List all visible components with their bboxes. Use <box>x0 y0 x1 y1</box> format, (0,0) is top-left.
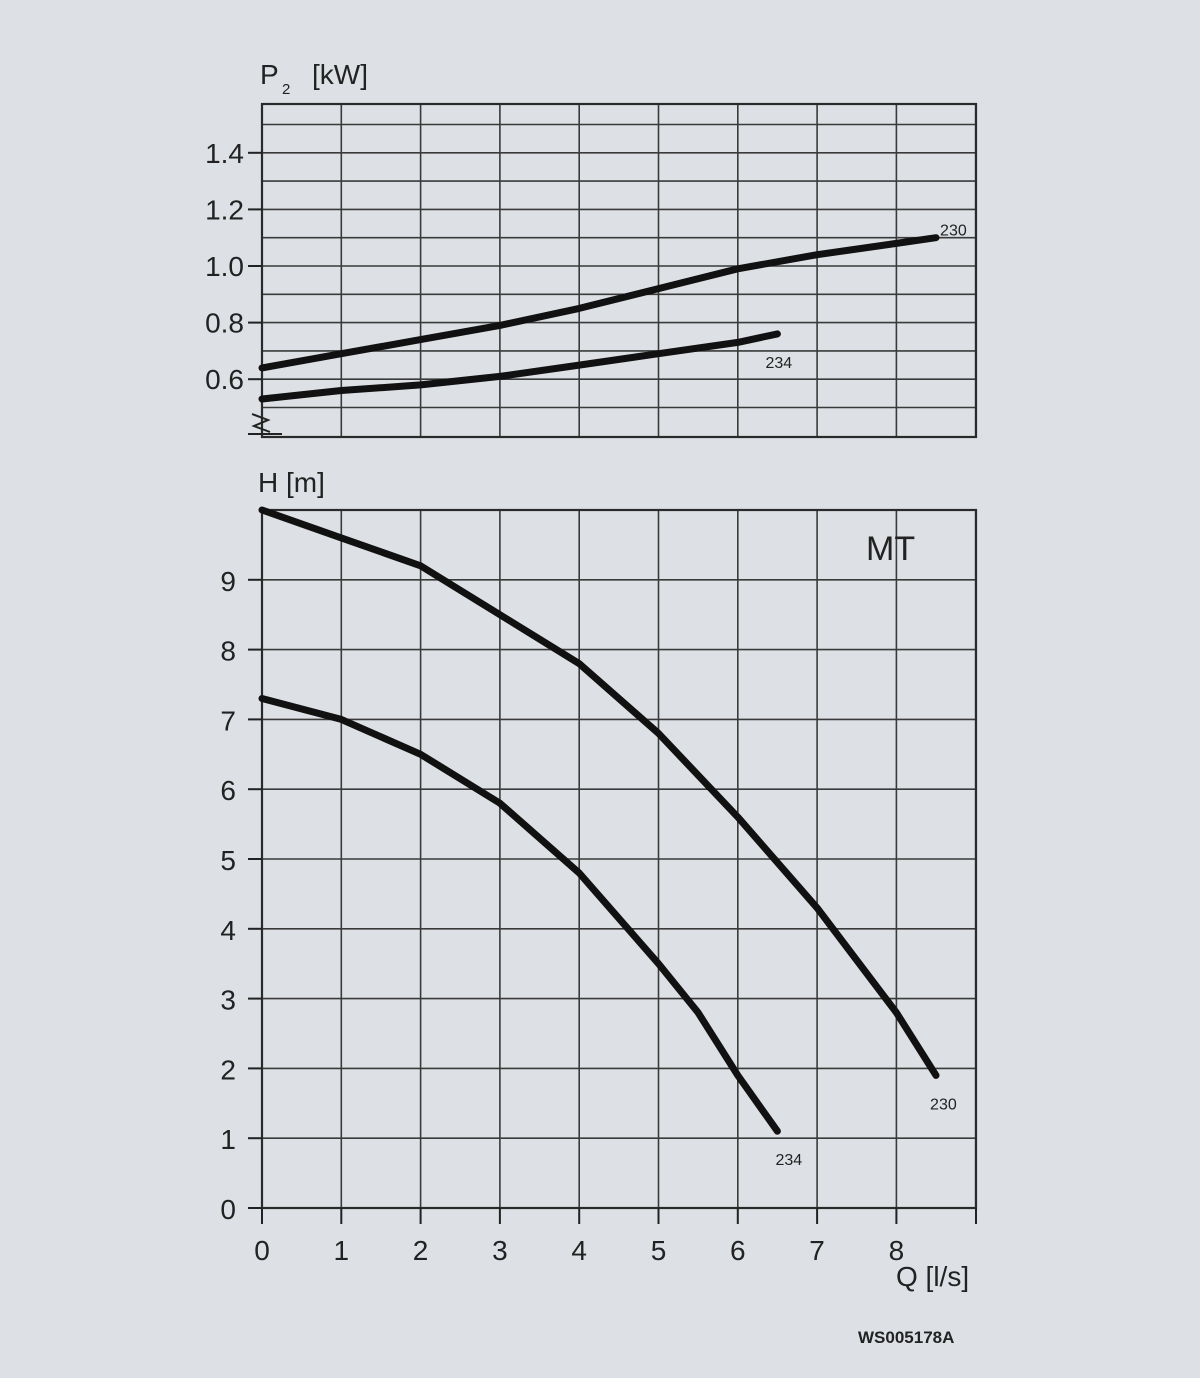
power-chart: 0.6 0.8 1.0 1.2 1.4 230 234 P 2 [kW] <box>205 59 978 439</box>
head-curves: 230 234 <box>258 506 957 1169</box>
head-x-tick-label: 0 <box>254 1235 270 1266</box>
head-y-tick-label: 9 <box>220 566 236 597</box>
head-curve-label-234: 234 <box>775 1152 802 1169</box>
power-y-tick-label: 1.4 <box>205 138 244 169</box>
power-y-tick-label: 1.2 <box>205 194 244 225</box>
power-y-tick-label: 0.6 <box>205 364 244 395</box>
head-y-tick-label: 7 <box>220 705 236 736</box>
head-y-tick-labels: 0 1 2 3 4 5 6 7 8 9 <box>220 566 262 1225</box>
power-axis-label-unit: [kW] <box>312 59 368 90</box>
head-x-tick-label: 1 <box>334 1235 350 1266</box>
figure-reference-code: WS005178A <box>858 1328 954 1347</box>
axis-break-icon <box>248 413 282 435</box>
head-x-tick-label: 8 <box>889 1235 905 1266</box>
head-x-tick-label: 7 <box>809 1235 825 1266</box>
head-grid <box>260 508 978 1210</box>
head-curve-label-230: 230 <box>930 1096 957 1113</box>
head-y-tick-label: 2 <box>220 1054 236 1085</box>
head-curve-234 <box>258 695 781 1135</box>
head-axis-label: H [m] <box>258 467 325 498</box>
head-x-tick-label: 6 <box>730 1235 746 1266</box>
head-x-tick-labels: 0 1 2 3 4 5 6 7 8 <box>254 1208 977 1266</box>
power-plot-frame <box>260 102 978 439</box>
head-y-tick-label: 0 <box>220 1194 236 1225</box>
head-x-tick-label: 3 <box>492 1235 508 1266</box>
power-y-tick-label: 0.8 <box>205 308 244 339</box>
power-y-tick-labels: 0.6 0.8 1.0 1.2 1.4 <box>205 138 262 395</box>
flow-axis-label: Q [l/s] <box>896 1261 969 1292</box>
power-y-tick-label: 1.0 <box>205 251 244 282</box>
head-curve-230 <box>258 506 940 1079</box>
power-axis-label-subscript: 2 <box>282 81 290 98</box>
head-y-tick-label: 5 <box>220 845 236 876</box>
head-y-tick-label: 3 <box>220 985 236 1016</box>
power-curve-label-230: 230 <box>940 223 967 240</box>
power-curve-230 <box>258 234 940 372</box>
head-y-tick-label: 6 <box>220 775 236 806</box>
power-curve-234 <box>258 330 781 403</box>
power-curves: 230 234 <box>258 223 967 403</box>
power-axis-label-symbol: P <box>260 59 279 90</box>
head-y-tick-label: 4 <box>220 915 236 946</box>
head-y-tick-label: 1 <box>220 1124 236 1155</box>
head-x-tick-label: 4 <box>571 1235 587 1266</box>
head-y-tick-label: 8 <box>220 636 236 667</box>
power-curve-label-234: 234 <box>765 355 792 372</box>
head-x-tick-label: 2 <box>413 1235 429 1266</box>
power-grid <box>260 102 978 439</box>
head-x-tick-label: 5 <box>651 1235 667 1266</box>
model-label: MT <box>866 530 915 568</box>
